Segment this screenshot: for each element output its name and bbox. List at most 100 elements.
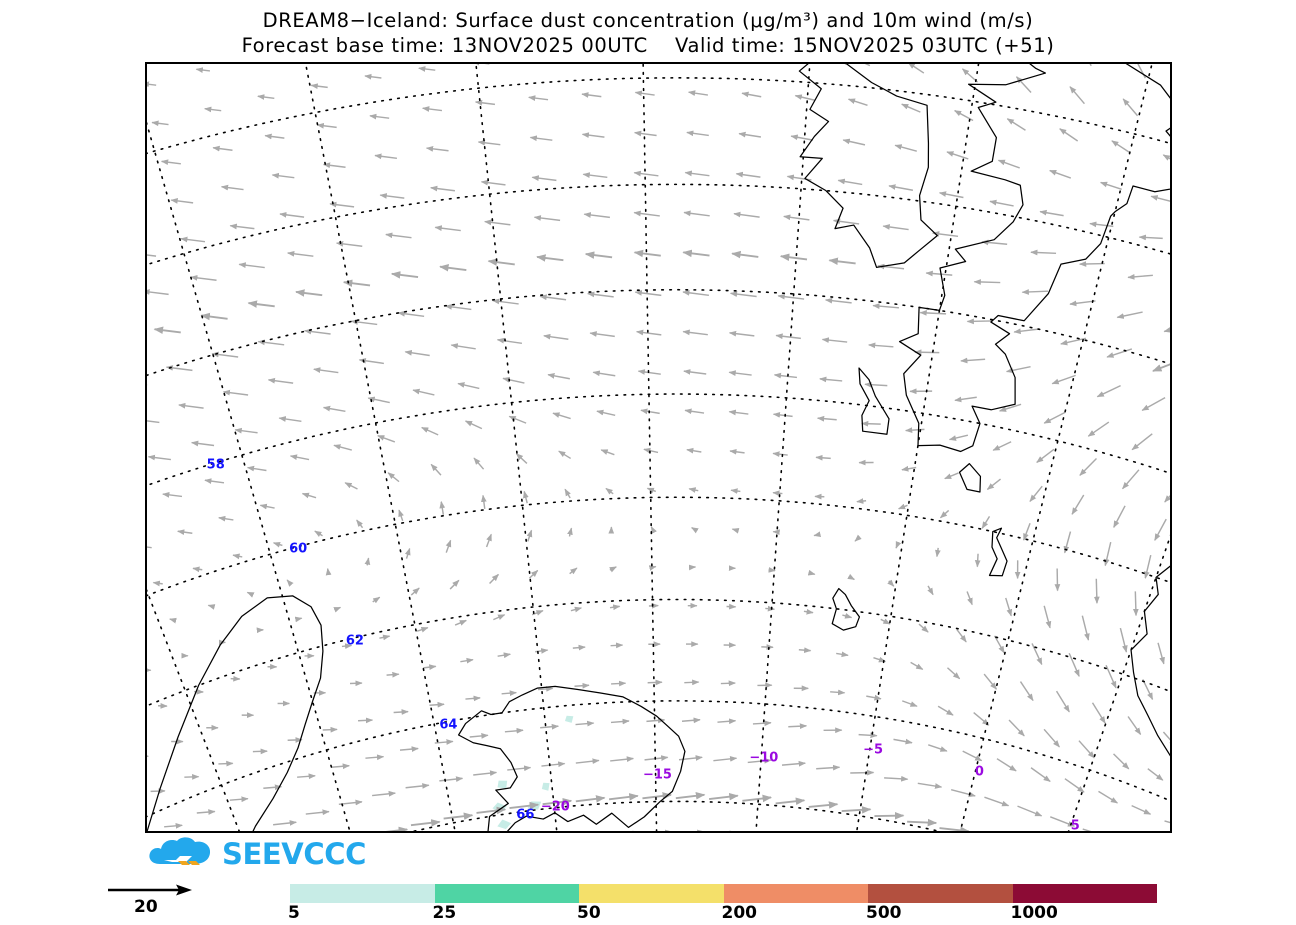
wind-vector bbox=[473, 457, 485, 470]
wind-vector bbox=[497, 652, 511, 659]
wind-vector bbox=[1111, 140, 1131, 154]
wind-vector bbox=[535, 648, 549, 654]
wind-vector bbox=[779, 253, 808, 262]
wind-vector bbox=[856, 498, 867, 504]
wind-vector bbox=[729, 448, 745, 455]
wind-vector bbox=[147, 420, 160, 424]
colorbar-tick-label: 1000 bbox=[1010, 903, 1058, 923]
wind-vector bbox=[986, 478, 1002, 490]
wind-vector bbox=[220, 184, 244, 191]
meridian bbox=[642, 64, 658, 831]
wind-vector bbox=[1141, 397, 1166, 412]
wind-vector bbox=[880, 618, 891, 625]
wind-vector bbox=[322, 726, 338, 733]
wind-vector bbox=[569, 567, 578, 575]
wind-vector bbox=[708, 792, 739, 801]
meridian bbox=[147, 64, 295, 831]
wind-vector bbox=[581, 92, 602, 98]
wind-vector bbox=[610, 718, 630, 725]
wind-vector bbox=[1122, 469, 1140, 490]
wind-vector bbox=[191, 440, 215, 447]
arrow-right-icon bbox=[108, 884, 192, 896]
wind-vector bbox=[1132, 591, 1139, 617]
wind-vector bbox=[907, 818, 938, 827]
wind-vector bbox=[264, 133, 285, 140]
meridian bbox=[475, 64, 558, 831]
wind-vector bbox=[1022, 522, 1031, 541]
wind-vector bbox=[960, 357, 986, 364]
wind-vector bbox=[888, 184, 914, 191]
wind-vector bbox=[946, 667, 961, 680]
wind-vector bbox=[882, 224, 909, 231]
wind-vector bbox=[286, 579, 294, 587]
wind-vector bbox=[364, 73, 382, 80]
parallel bbox=[147, 288, 1170, 377]
wind-vector bbox=[1021, 289, 1049, 295]
meridian bbox=[304, 64, 456, 831]
wind-vector bbox=[816, 415, 837, 422]
colorbar-tick-label: 50 bbox=[577, 903, 601, 923]
wind-vector bbox=[151, 120, 169, 127]
wind-vector bbox=[496, 337, 523, 345]
wind-vector bbox=[1069, 86, 1085, 105]
meridian bbox=[856, 64, 980, 831]
wind-vector bbox=[637, 369, 661, 375]
wind-vector bbox=[204, 478, 225, 484]
wind-vector bbox=[387, 472, 400, 483]
wind-vector bbox=[973, 279, 1001, 285]
wind-vector bbox=[1119, 627, 1128, 653]
wind-vector bbox=[558, 450, 572, 460]
wind-vector bbox=[842, 613, 853, 619]
wind-vector bbox=[170, 198, 194, 204]
wind-vector bbox=[610, 756, 635, 763]
map-canvas bbox=[147, 64, 1170, 831]
wind-vector bbox=[528, 569, 539, 579]
wind-vector bbox=[147, 81, 157, 88]
wind-vector bbox=[807, 569, 816, 576]
wind-vector bbox=[610, 642, 624, 649]
wind-vector bbox=[358, 717, 374, 724]
wind-vector bbox=[147, 254, 157, 257]
wind-vector bbox=[633, 170, 659, 177]
wind-vector bbox=[932, 231, 959, 238]
wind-vector bbox=[731, 528, 740, 534]
wind-vector bbox=[935, 547, 941, 558]
wind-vector bbox=[1055, 690, 1070, 713]
wind-vector bbox=[788, 723, 808, 730]
wind-vector bbox=[1031, 643, 1043, 666]
page-title: DREAM8−Iceland: Surface dust concentrati… bbox=[0, 8, 1296, 59]
wind-vector bbox=[633, 130, 657, 137]
wind-vector bbox=[374, 153, 398, 160]
coastline-britain bbox=[898, 64, 1170, 453]
wind-vector bbox=[808, 801, 839, 809]
wind-vector bbox=[273, 820, 297, 826]
wind-vector bbox=[385, 826, 409, 831]
wind-vector bbox=[600, 449, 615, 456]
wind-vector bbox=[385, 232, 412, 239]
wind-vector bbox=[682, 289, 709, 297]
wind-vector bbox=[218, 515, 234, 522]
parallel bbox=[411, 800, 942, 831]
wind-vector bbox=[854, 534, 862, 542]
wind-vector bbox=[322, 405, 346, 412]
wind-vector bbox=[474, 99, 496, 106]
wind-vector bbox=[1163, 327, 1170, 333]
wind-vector bbox=[443, 812, 474, 820]
wind-vector bbox=[504, 727, 524, 734]
wind-vector bbox=[341, 643, 353, 650]
wind-vector bbox=[147, 454, 171, 461]
wind-vector bbox=[717, 718, 737, 725]
meridian bbox=[1067, 534, 1170, 831]
wind-vector bbox=[925, 270, 953, 277]
meridian bbox=[755, 64, 811, 831]
wind-vector bbox=[747, 757, 772, 764]
wind-vector bbox=[1030, 249, 1057, 256]
wind-vector bbox=[688, 487, 699, 493]
wind-vector bbox=[1131, 804, 1152, 815]
coastline-norway bbox=[1130, 565, 1170, 757]
wind-vector bbox=[410, 587, 420, 596]
wind-vector bbox=[729, 291, 757, 298]
wind-vector bbox=[449, 579, 460, 590]
wind-vector bbox=[476, 806, 507, 815]
